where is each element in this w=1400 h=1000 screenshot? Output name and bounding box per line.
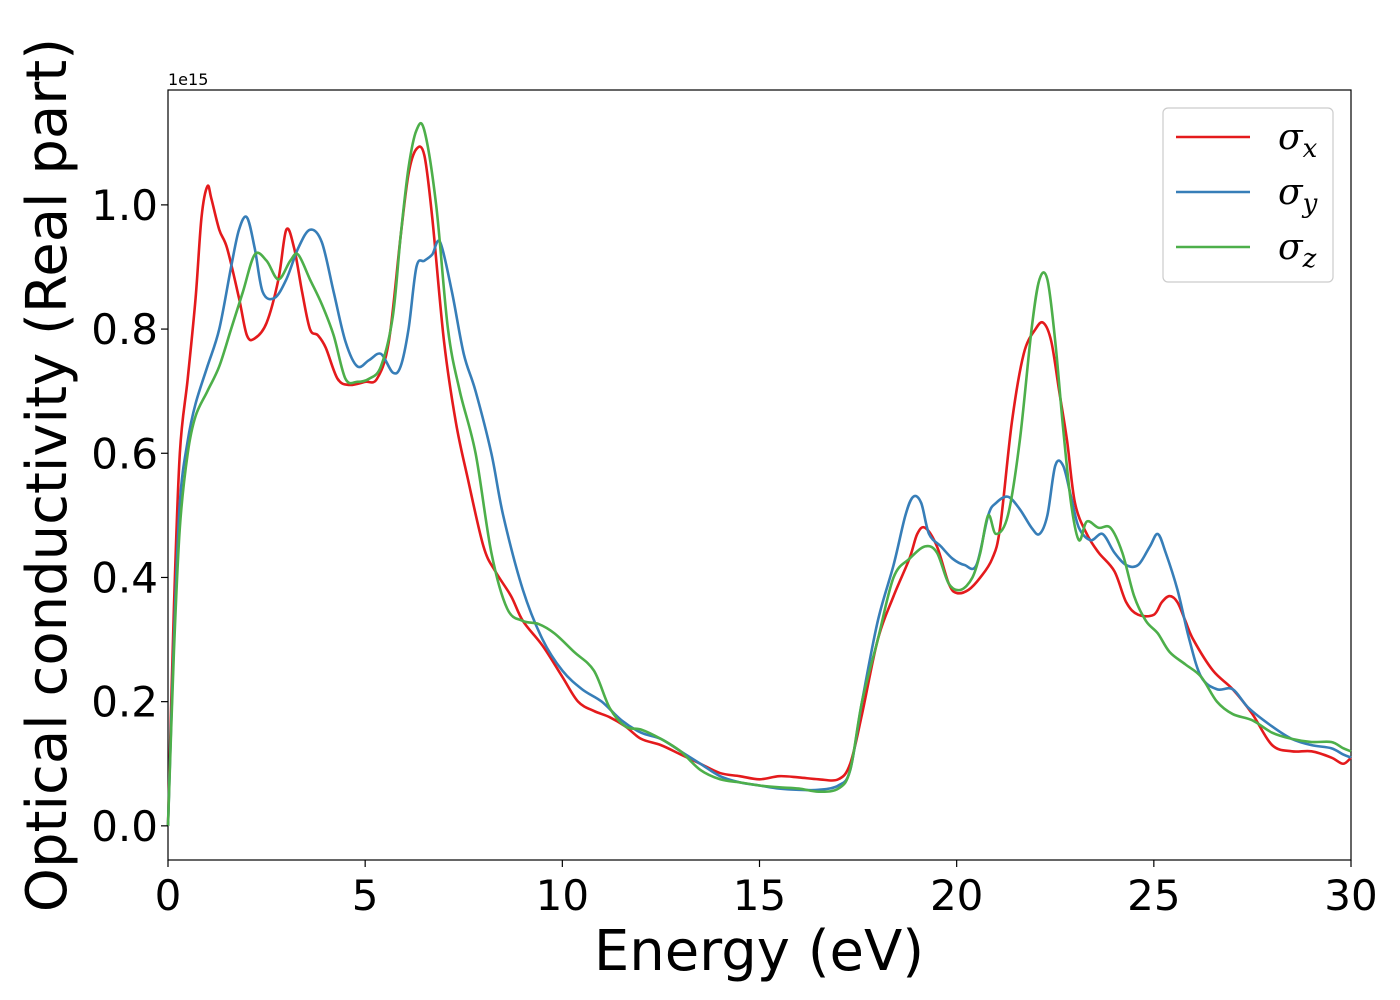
x-tick-label: 0 (155, 871, 182, 920)
x-axis-label: Energy (eV) (594, 919, 924, 984)
x-tick-label: 20 (930, 871, 983, 920)
y-tick-label: 0.4 (91, 553, 158, 602)
legend-label-x: σx (1278, 117, 1318, 164)
x-tick-label: 10 (536, 871, 589, 920)
y-axis-label: Optical conductivity (Real part) (15, 38, 80, 912)
x-tick-label: 15 (733, 871, 786, 920)
x-axis-ticks: 0 5 10 15 20 25 30 (155, 860, 1378, 920)
x-tick-label: 25 (1127, 871, 1180, 920)
series-line-z (166, 121, 1352, 826)
y-tick-label: 0.8 (91, 305, 158, 354)
legend-items: σx σy σz (1176, 117, 1318, 274)
legend-label-z: σz (1278, 227, 1317, 274)
y-tick-label: 0.6 (91, 429, 158, 478)
legend-box (1162, 107, 1334, 283)
y-axis-ticks: 0.0 0.2 0.4 0.6 0.8 1.0 (91, 181, 168, 851)
x-tick-label: 5 (352, 871, 379, 920)
y-tick-label: 0.0 (91, 802, 158, 851)
y-tick-label: 0.2 (91, 678, 158, 727)
series-lines (166, 121, 1352, 826)
y-tick-label: 1.0 (91, 181, 158, 230)
y-offset-text: 1e15 (168, 70, 208, 89)
x-tick-label: 30 (1324, 871, 1377, 920)
series-line-y (166, 215, 1352, 826)
legend-label-y: σy (1278, 172, 1318, 219)
legend: σx σy σz (1162, 107, 1334, 283)
